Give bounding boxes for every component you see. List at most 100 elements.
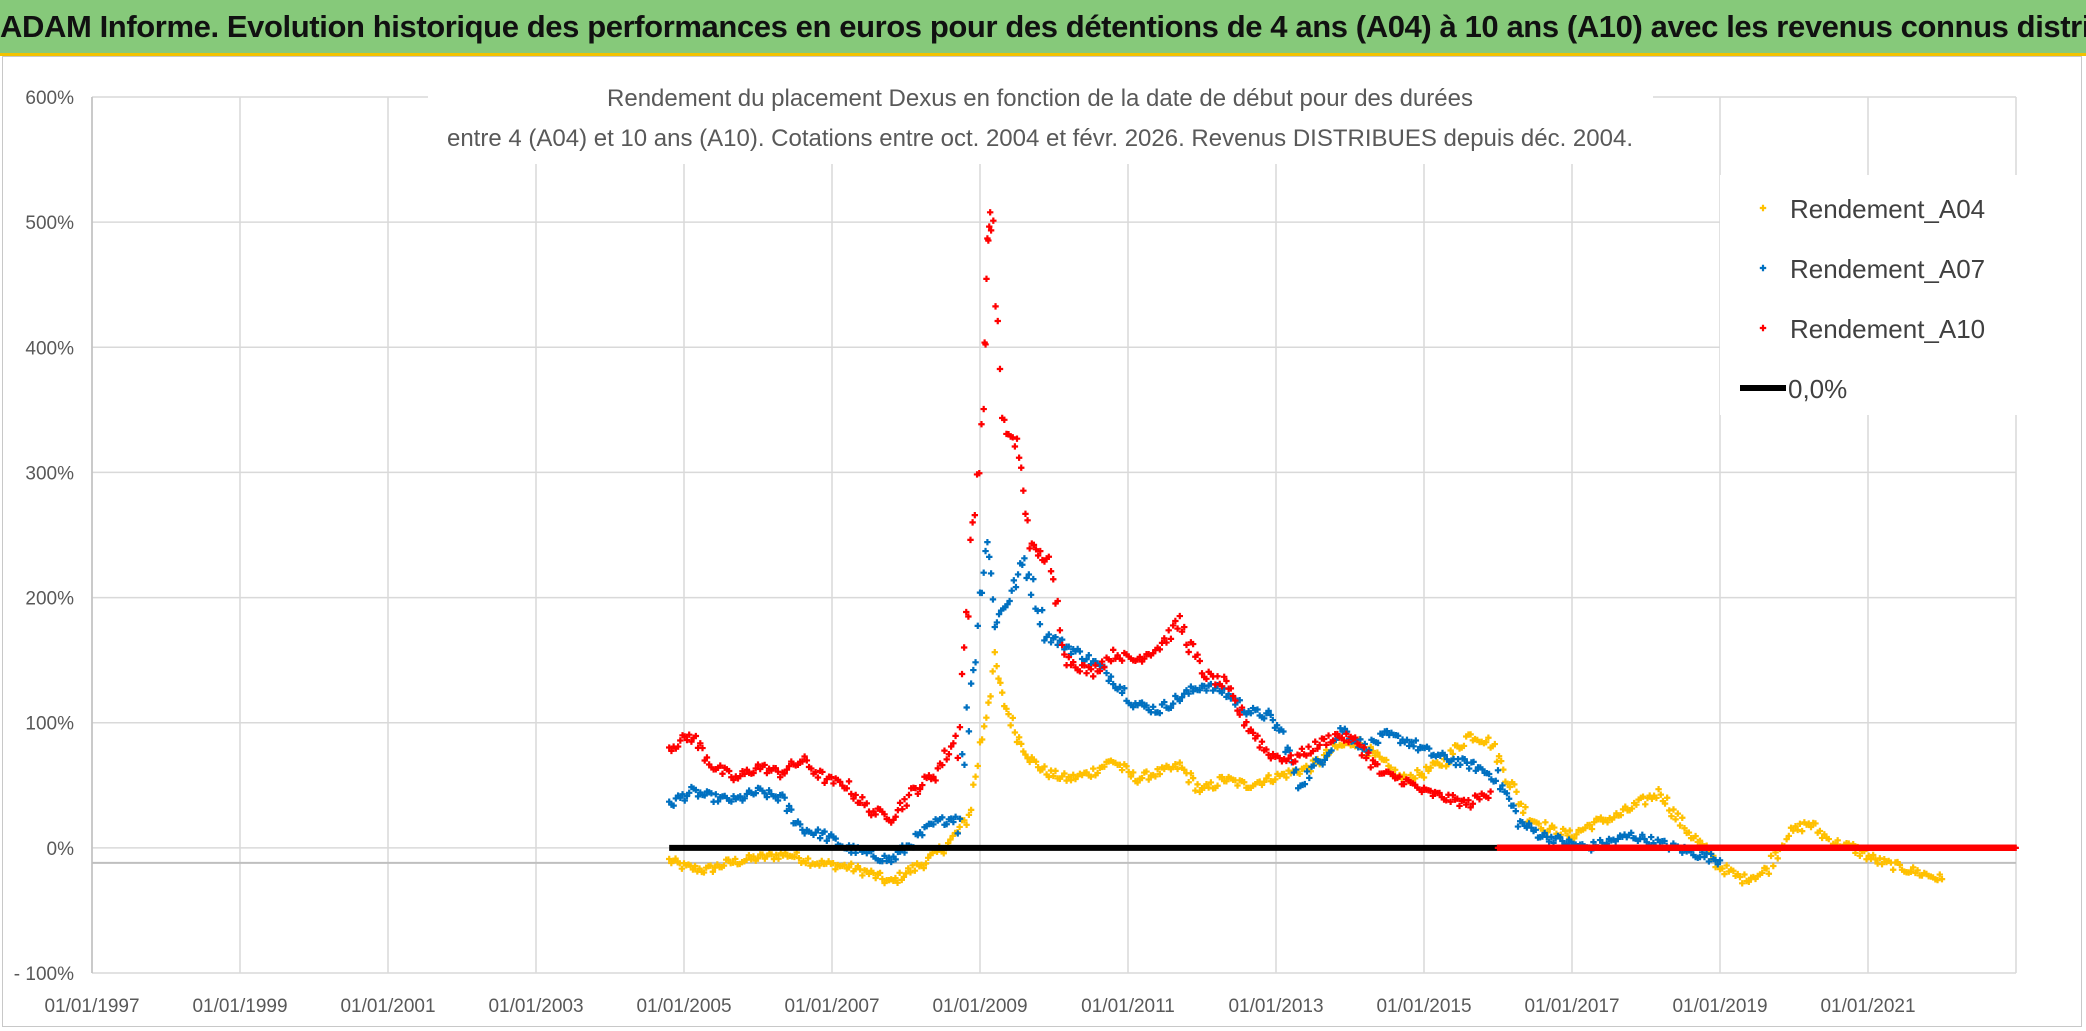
point-a10 [1011,443,1019,450]
scatter-chart: - 100% 0% 100% 200% 300% 400% 500% 600% 01/01/1… [14,74,2020,1017]
point-a10 [1087,666,1095,673]
point-a10 [1389,771,1397,778]
point-a10 [1256,744,1263,751]
point-a10 [1323,741,1330,749]
point-a04 [1123,763,1130,770]
point-a10 [1314,745,1321,752]
point-a07 [863,849,870,857]
point-a10 [1292,758,1299,765]
point-a04 [920,864,927,872]
point-a04 [804,855,812,862]
point-a10 [1218,683,1226,690]
point-a07 [892,856,899,863]
point-a07 [1661,837,1668,845]
point-a04 [1586,821,1593,829]
point-a10 [699,744,706,752]
point-a04 [759,851,766,858]
point-a04 [1564,832,1571,839]
x-tick-label: 01/01/2007 [784,996,879,1017]
point-a07 [1110,680,1117,688]
point-a07 [1065,643,1072,650]
point-a10 [1236,711,1243,718]
x-tick-label: 01/01/2021 [1820,996,1915,1017]
point-a07 [1023,574,1030,582]
point-a07 [1019,561,1026,568]
point-a04 [1856,852,1864,860]
point-a07 [1321,756,1329,764]
point-a10 [971,511,979,519]
point-a04 [709,868,717,875]
point-a10 [1358,752,1366,759]
point-a04 [1447,747,1454,754]
chart-legend: Rendement_A04 Rendement_A07 Rendement_A10 0… [1720,175,2020,415]
point-a10 [1001,416,1008,424]
point-a04 [991,649,998,656]
point-a07 [967,680,975,687]
point-a10 [1465,796,1472,804]
point-a07 [993,619,1001,626]
point-a07 [1545,838,1553,845]
point-a10 [1263,746,1270,753]
point-a07 [1004,601,1011,608]
point-a10 [1174,625,1181,632]
point-a07 [1403,736,1411,744]
point-a07 [783,807,791,815]
point-a04 [983,714,990,721]
banner: ADAM Informe. Evolution historique des p… [0,0,2086,56]
point-a04 [1052,767,1059,775]
point-a04 [1011,729,1019,736]
point-a04 [1003,705,1010,712]
point-a07 [1176,697,1183,705]
point-a04 [1834,837,1841,844]
point-a07 [959,751,966,758]
point-a04 [848,860,855,867]
legend-label: Rendement_A07 [1790,254,1985,284]
point-a07 [1156,709,1164,717]
point-a10 [899,805,906,813]
point-a04 [1730,867,1737,874]
point-a07 [1441,751,1448,759]
point-a04 [1015,734,1023,741]
point-a04 [1909,864,1917,871]
point-a04 [1411,775,1419,782]
point-a10 [1013,435,1021,442]
point-a10 [730,776,737,784]
point-a10 [1167,635,1175,643]
point-a10 [808,765,815,772]
point-a04 [993,662,1000,670]
point-a07 [1494,767,1502,774]
point-a10 [1098,658,1106,665]
point-a10 [1436,789,1443,797]
point-a07 [1183,687,1190,694]
point-a07 [995,610,1003,618]
point-a10 [1227,685,1235,692]
point-a10 [992,303,999,310]
legend-marker [1759,204,1767,212]
point-a07 [1328,747,1335,754]
point-a04 [1807,823,1815,831]
point-a07 [947,815,955,822]
point-a04 [1566,827,1573,834]
point-a07 [1107,673,1115,680]
point-a10 [954,754,961,762]
point-a04 [1143,768,1150,775]
point-a10 [828,773,835,781]
point-a04 [1692,832,1699,840]
point-a07 [1030,575,1037,583]
point-a04 [1018,740,1025,748]
point-a10 [1056,627,1064,634]
point-a10 [1267,755,1275,762]
point-a07 [1196,687,1203,694]
point-a04 [1425,767,1432,775]
point-a07 [1085,652,1092,659]
point-a10 [1462,801,1470,808]
point-a04 [1676,822,1684,829]
point-a04 [1203,781,1210,788]
point-a10 [1369,757,1377,764]
x-tick-label: 01/01/2017 [1524,996,1619,1017]
point-a07 [1116,683,1124,691]
point-a10 [783,766,791,773]
point-a10 [916,785,924,793]
point-a07 [1528,824,1535,831]
point-a07 [737,793,744,800]
